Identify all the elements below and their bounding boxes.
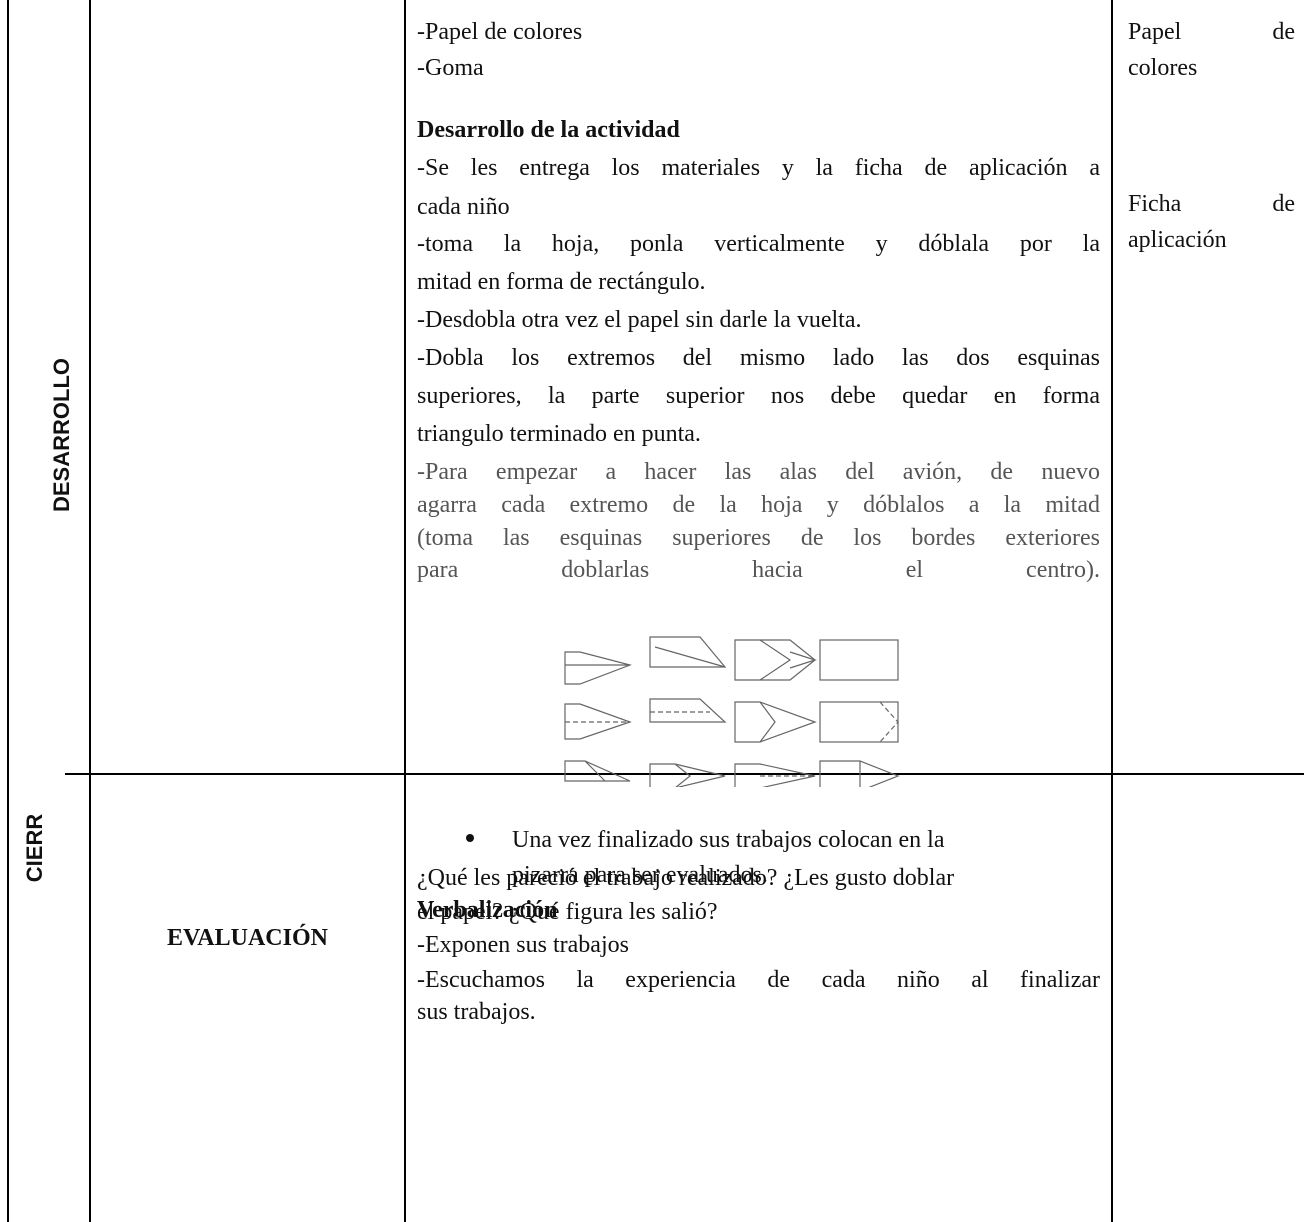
table-border	[65, 773, 1304, 775]
step-line: triangulo terminado en punta.	[417, 421, 701, 447]
table-border	[7, 0, 9, 1222]
stage-label: EVALUACIÓN	[167, 925, 328, 951]
verbalization-line: -Escuchamos la experiencia de cada niño …	[417, 967, 1100, 993]
material-item: -Goma	[417, 55, 484, 81]
bullet-dot	[466, 834, 474, 842]
material-item: -Papel de colores	[417, 19, 583, 45]
step-line: superiores, la parte superior nos debe q…	[417, 383, 1100, 409]
section-label: DESARROLLO	[49, 358, 74, 512]
step-line: -Para empezar a hacer las alas del avión…	[417, 459, 1100, 485]
verbalization-line: -Exponen sus trabajos	[417, 932, 629, 958]
step-line: -Se les entrega los materiales y la fich…	[417, 155, 1100, 181]
resource-line: Papel de	[1128, 19, 1295, 45]
evaluation-line: el papel? ¿Qué figura les salió?	[417, 899, 718, 925]
step-line: mitad en forma de rectángulo.	[417, 269, 706, 295]
resource-line: colores	[1128, 55, 1198, 81]
step-line: -toma la hoja, ponla verticalmente y dób…	[417, 231, 1100, 257]
step-line: (toma las esquinas superiores de los bor…	[417, 525, 1100, 551]
table-border	[89, 0, 91, 1222]
step-line: para doblarlas hacia el centro).	[417, 557, 1100, 583]
bullet-line: Una vez finalizado sus trabajos colocan …	[512, 827, 945, 853]
bullet-line: pizarra para ser evaluados.	[512, 862, 768, 888]
step-line: -Desdobla otra vez el papel sin darle la…	[417, 307, 862, 333]
airplane-figure	[564, 636, 900, 787]
table-border	[1111, 0, 1113, 1222]
evaluation-line: ¿Qué les pareció el trabajo realizado? ¿…	[417, 865, 955, 891]
verbalization-line: sus trabajos.	[417, 999, 536, 1025]
step-line: cada niño	[417, 194, 510, 220]
step-line: -Dobla los extremos del mismo lado las d…	[417, 345, 1100, 371]
section-label: CIERR	[22, 813, 47, 883]
resource-line: Ficha de	[1128, 191, 1295, 217]
section-heading: Desarrollo de la actividad	[417, 117, 680, 143]
section-heading: Verbalización	[417, 897, 558, 923]
step-line: agarra cada extremo de la hoja y dóblalo…	[417, 492, 1100, 518]
resource-line: aplicación	[1128, 227, 1227, 253]
table-border	[404, 0, 406, 1222]
